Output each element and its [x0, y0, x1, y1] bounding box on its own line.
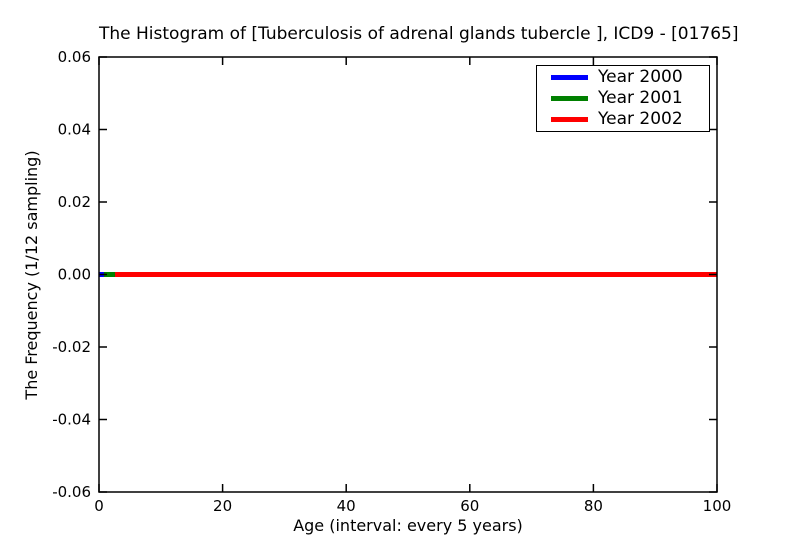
legend-item-year-2002: Year 2002 — [537, 109, 709, 130]
legend-line-swatch-year-2000 — [551, 75, 588, 80]
legend-label-year-2000: Year 2000 — [598, 67, 683, 87]
x-axis-label: Age (interval: every 5 years) — [293, 516, 523, 535]
y-tick-label: 0.04 — [58, 121, 91, 139]
x-tick-label: 40 — [337, 497, 356, 515]
chart-title: The Histogram of [Tuberculosis of adrena… — [99, 24, 739, 44]
y-tick-label: 0.00 — [58, 266, 91, 284]
y-tick-label: 0.02 — [58, 193, 91, 211]
y-tick-label: -0.04 — [52, 411, 91, 429]
legend-line-swatch-year-2002 — [551, 117, 588, 122]
legend-label-year-2001: Year 2001 — [598, 88, 683, 108]
legend-item-year-2001: Year 2001 — [537, 88, 709, 109]
x-tick-label: 100 — [703, 497, 732, 515]
y-tick-label: 0.06 — [58, 48, 91, 66]
y-tick-label: -0.06 — [52, 483, 91, 501]
legend-line-swatch-year-2001 — [551, 96, 588, 101]
y-axis-label: The Frequency (1/12 sampling) — [22, 150, 41, 400]
y-tick-label: -0.02 — [52, 338, 91, 356]
x-tick-label: 80 — [584, 497, 603, 515]
x-tick-label: 0 — [94, 497, 104, 515]
legend-label-year-2002: Year 2002 — [598, 109, 683, 129]
x-tick-label: 20 — [213, 497, 232, 515]
x-tick-label: 60 — [460, 497, 479, 515]
legend-item-year-2000: Year 2000 — [537, 67, 709, 88]
legend-box: Year 2000 Year 2001 Year 2002 — [536, 65, 710, 132]
